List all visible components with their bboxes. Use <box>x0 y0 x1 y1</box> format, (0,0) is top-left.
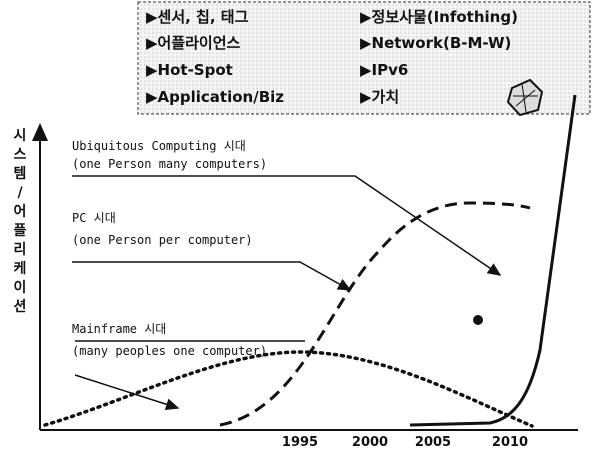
y-axis-label-char: 템 <box>14 165 27 182</box>
y-axis-label-char: / <box>17 185 23 201</box>
box-item: ▶IPv6 <box>360 61 408 79</box>
box-item: ▶어플라이언스 <box>146 34 241 52</box>
y-axis-label-char: 플 <box>14 223 27 239</box>
x-label: 2005 <box>415 435 451 449</box>
x-label: 1995 <box>282 435 318 449</box>
annotation-title: Ubiquitous Computing 시대 <box>72 139 246 153</box>
box-item: ▶Application/Biz <box>146 88 284 106</box>
y-axis-label-char: 스 <box>14 147 27 163</box>
y-axis-label-char: 시 <box>14 128 27 144</box>
box-item: ▶가치 <box>360 88 399 106</box>
y-axis-label-char: 이 <box>14 279 27 296</box>
x-labels: 1995 2000 2005 2010 <box>282 435 528 449</box>
pc-curve <box>220 203 530 425</box>
y-axis-label-char: 리 <box>14 242 27 258</box>
ubiquitous-leader <box>72 176 500 275</box>
box-item: ▶센서, 칩, 태그 <box>146 8 249 26</box>
y-axis-label-char: 케 <box>14 261 27 277</box>
ubiquitous-curve <box>410 95 575 425</box>
annotations: Ubiquitous Computing 시대 (one Person many … <box>72 139 267 358</box>
annotation-title: Mainframe 시대 <box>72 322 166 336</box>
box-item: ▶Hot-Spot <box>146 61 233 79</box>
blob <box>473 315 483 325</box>
x-label: 2000 <box>352 435 388 449</box>
annotation-subtitle: (one Person many computers) <box>72 157 267 171</box>
pc-leader <box>72 262 350 290</box>
box-item: ▶정보사물(Infothing) <box>360 8 518 26</box>
annotation-title: PC 시대 <box>72 211 116 225</box>
y-axis-label-char: 션 <box>14 298 27 315</box>
diagram: ▶센서, 칩, 태그 ▶어플라이언스 ▶Hot-Spot ▶Application/B… <box>0 0 603 449</box>
box-item: ▶Network(B-M-W) <box>360 34 511 52</box>
mainframe-arrow <box>75 375 178 408</box>
y-axis-label-char: 어 <box>14 203 27 220</box>
x-label: 2010 <box>492 435 528 449</box>
annotation-subtitle: (many peoples one computer) <box>72 344 267 358</box>
annotation-subtitle: (one Person per computer) <box>72 233 253 247</box>
